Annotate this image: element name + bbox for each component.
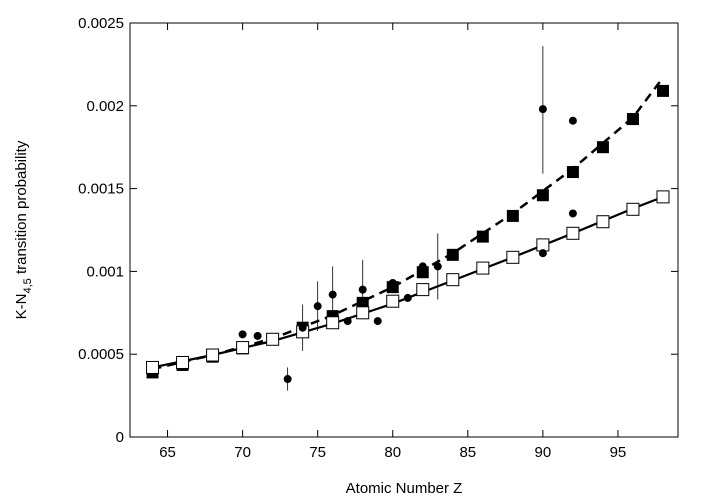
open-square-point xyxy=(326,316,340,330)
filled-square-point xyxy=(656,84,669,97)
filled-circle-point xyxy=(298,323,307,332)
y-tick-label: 0 xyxy=(116,429,124,446)
open-square-point xyxy=(266,332,280,346)
x-axis-title: Atomic Number Z xyxy=(346,480,463,497)
error-bars-layer xyxy=(287,46,544,391)
filled-circle-point xyxy=(418,262,427,271)
filled-square-point xyxy=(506,209,519,222)
filled-circle-point xyxy=(283,375,292,384)
open-square-point xyxy=(596,215,610,229)
filled-square-point xyxy=(596,141,609,154)
filled-circle-point xyxy=(388,278,397,287)
y-axis-title-subscript: 4,5 xyxy=(22,278,34,293)
x-tick-label: 95 xyxy=(610,444,627,461)
filled-square-point xyxy=(536,189,549,202)
open-square-point xyxy=(506,250,520,264)
filled-square-point xyxy=(446,248,459,261)
open-square-point xyxy=(356,306,370,320)
filled-square-point xyxy=(476,230,489,243)
filled-circle-point xyxy=(343,317,352,326)
filled-square-point xyxy=(416,266,429,279)
open-square-point xyxy=(566,226,580,240)
open-square-point xyxy=(146,360,160,374)
plot-frame xyxy=(129,22,679,438)
x-tick-label: 80 xyxy=(384,444,401,461)
y-tick-label: 0.0005 xyxy=(78,346,124,363)
filled-square-point xyxy=(626,113,639,126)
open-square-point xyxy=(386,294,400,308)
y-axis-title-main: K-N xyxy=(13,294,30,320)
filled-circle-point xyxy=(568,116,577,125)
y-axis-title: K-N4,5 transition probability xyxy=(13,140,34,319)
filled-circle-point xyxy=(433,262,442,271)
filled-circle-point xyxy=(538,249,547,258)
y-tick-label: 0.0025 xyxy=(78,15,124,32)
fit-lines-layer xyxy=(152,76,664,371)
y-tick-label: 0.0015 xyxy=(78,181,124,198)
y-axis-title-suffix: transition probability xyxy=(13,140,30,278)
filled-square-point xyxy=(356,296,369,309)
filled-circle-point xyxy=(358,285,367,294)
x-tick-label: 70 xyxy=(234,444,251,461)
filled-circle-point xyxy=(328,290,337,299)
filled-square-point xyxy=(566,166,579,179)
filled-circle-point xyxy=(538,105,547,114)
open-square-point xyxy=(416,283,430,297)
axes-layer: 65 70 75 80 85 90 95 0 0.0005 0.001 0.0015 0.002 0.0… xyxy=(78,15,678,461)
open-square-point xyxy=(236,341,250,355)
x-tick-label: 75 xyxy=(309,444,326,461)
filled-circle-point xyxy=(238,330,247,339)
open-square-point xyxy=(446,273,460,287)
filled-circle-point xyxy=(403,293,412,302)
open-square-point xyxy=(176,355,190,369)
x-tick-label: 65 xyxy=(159,444,176,461)
y-tick-label: 0.002 xyxy=(86,98,124,115)
open-square-point xyxy=(626,202,640,216)
y-tick-label: 0.001 xyxy=(86,263,124,280)
solid-fit-line xyxy=(152,195,664,369)
data-points-layer xyxy=(146,84,670,384)
open-square-point xyxy=(206,348,220,362)
open-square-point xyxy=(476,261,490,275)
x-tick-label: 90 xyxy=(535,444,552,461)
filled-circle-point xyxy=(373,317,382,326)
x-tick-label: 85 xyxy=(459,444,476,461)
open-square-point xyxy=(536,238,550,252)
filled-circle-point xyxy=(253,331,262,340)
filled-circle-point xyxy=(568,209,577,218)
filled-circle-point xyxy=(313,302,322,311)
dashed-fit-line xyxy=(152,76,664,371)
open-square-point xyxy=(656,190,670,204)
